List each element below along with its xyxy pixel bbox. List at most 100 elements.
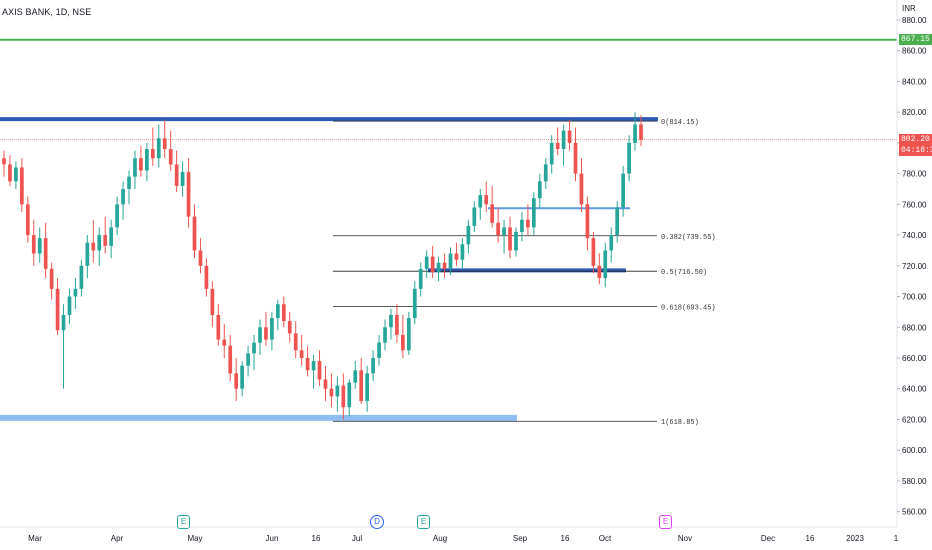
fib-label: 0.618(693.45) — [661, 305, 716, 313]
current-price-label: 802.20 — [901, 134, 930, 144]
candle-body — [20, 167, 24, 205]
candle-body — [436, 262, 441, 272]
candle-body — [240, 365, 244, 389]
candle-body — [555, 142, 560, 150]
candle-body — [466, 225, 471, 245]
candle-body — [252, 342, 256, 354]
y-tick-label: 600.00 — [902, 446, 927, 455]
candle-body — [121, 188, 125, 205]
candle-body — [561, 130, 566, 150]
candle-body — [150, 149, 155, 159]
candle-body — [133, 158, 137, 177]
candle-body — [329, 388, 334, 397]
candle-body — [186, 172, 191, 217]
candle-body — [543, 164, 548, 182]
candle-body — [448, 253, 453, 269]
x-tick-label: 2023 — [846, 534, 864, 543]
candle-body — [127, 176, 131, 189]
candle-body — [442, 262, 447, 269]
x-tick-label: 16 — [312, 534, 321, 543]
x-tick-label: Aug — [433, 534, 447, 543]
event-marker-dividend[interactable]: D — [370, 515, 384, 529]
candle-body — [145, 149, 149, 171]
alert-price-badge: 867.15 — [899, 33, 932, 45]
candle-body — [633, 124, 637, 143]
candle-body — [180, 172, 185, 186]
event-marker-earnings[interactable]: E — [417, 515, 430, 529]
y-tick-label: 820.00 — [902, 108, 927, 117]
candle-body — [478, 195, 483, 208]
candle-body — [305, 357, 310, 371]
x-tick-label: Apr — [111, 534, 124, 543]
x-tick-label: Dec — [761, 534, 775, 543]
candle-body — [228, 345, 233, 374]
candle-body — [37, 238, 42, 254]
candle-body — [281, 304, 286, 322]
x-tick-label: Jun — [266, 534, 279, 543]
fib-label: 0(814.15) — [661, 119, 699, 127]
x-tick-label: Oct — [599, 534, 612, 543]
candle-body — [210, 288, 215, 315]
candle-body — [287, 321, 292, 334]
y-tick-label: 720.00 — [902, 262, 927, 271]
fib-label: 0.5(716.50) — [661, 269, 707, 277]
candle-body — [406, 318, 411, 351]
y-tick-label: 700.00 — [902, 293, 927, 302]
event-marker-earnings-upcoming[interactable]: E — [659, 515, 672, 529]
candle-body — [526, 219, 530, 228]
candle-body — [335, 385, 340, 397]
candle-body — [353, 370, 358, 383]
candle-body — [156, 138, 161, 159]
y-tick-label: 860.00 — [902, 47, 927, 56]
candle-body — [514, 232, 518, 251]
candle-body — [460, 244, 465, 260]
candle-body — [567, 130, 572, 143]
candle-body — [264, 327, 268, 340]
candle-body — [424, 256, 429, 269]
candle-body — [371, 357, 375, 374]
x-tick-label: Nov — [678, 534, 692, 543]
candle-body — [79, 265, 84, 289]
candle-body — [508, 227, 512, 251]
candle-body — [204, 265, 209, 289]
y-tick-label: 640.00 — [902, 385, 927, 394]
candle-body — [621, 173, 625, 208]
candle-body — [531, 198, 536, 228]
x-tick-label: Jul — [352, 534, 362, 543]
fib-retracement[interactable]: 0(814.15) 0.382(739.55) 0.5(716.50) 0.618(6… — [333, 119, 716, 427]
candle-body — [103, 235, 108, 246]
candle-body — [49, 268, 54, 289]
horizontal-levels[interactable] — [0, 38, 897, 421]
candle-body — [139, 158, 143, 171]
candle-body — [311, 361, 316, 371]
candle-body — [67, 296, 72, 315]
candle-body — [25, 204, 30, 236]
candle-body — [549, 142, 554, 165]
candle-body — [383, 327, 387, 343]
candle-body — [115, 204, 119, 228]
candle-body — [299, 350, 304, 358]
candle-body — [8, 164, 12, 182]
candle-body — [43, 238, 48, 269]
y-tick-label: 560.00 — [902, 508, 927, 517]
candle-body — [216, 314, 221, 340]
candle-body — [537, 181, 542, 199]
fib-label: 1(618.85) — [661, 419, 699, 427]
event-marker-earnings[interactable]: E — [177, 515, 190, 529]
candle-body — [639, 124, 643, 140]
candle-body — [591, 238, 596, 266]
candle-body — [418, 268, 423, 289]
candle-body — [615, 207, 620, 236]
candle-body — [246, 353, 250, 366]
y-tick-label: 740.00 — [902, 231, 927, 240]
y-tick-label: 880.00 — [902, 16, 927, 25]
candle-body — [389, 314, 393, 328]
x-tick-label: 1 — [894, 534, 899, 543]
candle-body — [85, 242, 90, 266]
candle-body — [603, 250, 608, 279]
x-tick-label: Sep — [513, 534, 528, 543]
candle-body — [61, 314, 66, 331]
x-tick-label: May — [187, 534, 202, 543]
candle-body — [401, 334, 405, 351]
